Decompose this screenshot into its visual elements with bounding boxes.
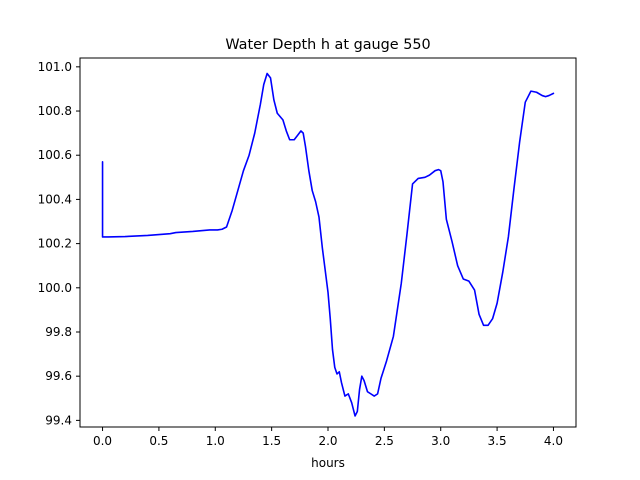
x-tick-label: 0.0: [93, 434, 112, 448]
y-tick-label: 100.2: [38, 237, 72, 251]
y-tick-label: 99.4: [45, 413, 72, 427]
y-tick-label: 100.0: [38, 281, 72, 295]
y-tick-label: 100.8: [38, 104, 72, 118]
series-line-0: [101, 72, 555, 417]
x-axis: 0.0 0.5 1.0 1.5 2.0 2.5 3.0 3.5 4.0: [93, 427, 563, 448]
y-tick-label: 101.0: [38, 60, 72, 74]
y-tick-label: 99.8: [45, 325, 72, 339]
x-tick-label: 3.0: [431, 434, 450, 448]
x-tick-label: 2.0: [318, 434, 337, 448]
y-tick-label: 100.4: [38, 192, 72, 206]
x-axis-label: hours: [311, 456, 345, 470]
x-tick-label: 1.0: [206, 434, 225, 448]
y-axis: 99.4 99.6 99.8 100.0 100.2 100.4 100.6 100.8 101…: [38, 60, 80, 427]
x-tick-label: 2.5: [375, 434, 394, 448]
y-tick-label: 99.6: [45, 369, 72, 383]
x-tick-label: 3.5: [488, 434, 507, 448]
chart-title: Water Depth h at gauge 550: [225, 37, 430, 53]
y-tick-label: 100.6: [38, 148, 72, 162]
x-tick-label: 1.5: [262, 434, 281, 448]
x-tick-label: 0.5: [149, 434, 168, 448]
x-tick-label: 4.0: [544, 434, 563, 448]
